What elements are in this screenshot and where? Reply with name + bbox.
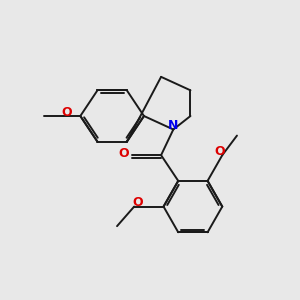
Text: O: O	[118, 147, 129, 161]
Text: O: O	[133, 196, 143, 209]
Text: O: O	[61, 106, 72, 118]
Text: O: O	[214, 145, 225, 158]
Text: N: N	[168, 118, 178, 132]
